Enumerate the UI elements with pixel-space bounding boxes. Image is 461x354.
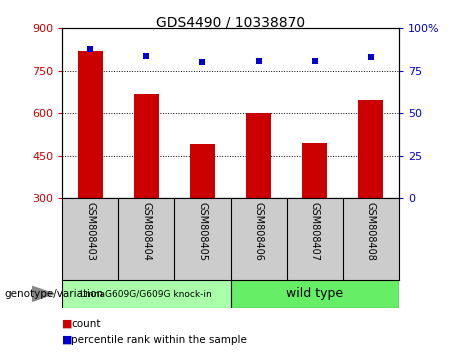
Point <box>311 58 318 63</box>
Text: LmnaG609G/G609G knock-in: LmnaG609G/G609G knock-in <box>81 289 212 298</box>
Bar <box>302 143 327 198</box>
Text: ■: ■ <box>62 335 73 345</box>
Point <box>367 55 374 60</box>
Text: ■: ■ <box>62 319 73 329</box>
Text: genotype/variation: genotype/variation <box>5 289 104 299</box>
Bar <box>246 113 271 198</box>
Point <box>255 58 262 63</box>
Text: GSM808403: GSM808403 <box>85 202 95 261</box>
Bar <box>77 51 103 198</box>
Text: GSM808405: GSM808405 <box>197 202 207 261</box>
Bar <box>62 280 230 308</box>
Text: GSM808404: GSM808404 <box>142 202 151 261</box>
Text: GSM808406: GSM808406 <box>254 202 264 261</box>
Polygon shape <box>32 286 54 301</box>
Point <box>87 46 94 52</box>
Bar <box>230 280 399 308</box>
Text: GSM808408: GSM808408 <box>366 202 376 261</box>
Bar <box>134 94 159 198</box>
Point <box>142 53 150 58</box>
Bar <box>190 144 215 198</box>
Text: GSM808407: GSM808407 <box>310 202 319 261</box>
Text: wild type: wild type <box>286 287 343 300</box>
Text: GDS4490 / 10338870: GDS4490 / 10338870 <box>156 16 305 30</box>
Bar <box>358 100 384 198</box>
Text: percentile rank within the sample: percentile rank within the sample <box>71 335 248 345</box>
Point <box>199 59 206 65</box>
Text: count: count <box>71 319 101 329</box>
